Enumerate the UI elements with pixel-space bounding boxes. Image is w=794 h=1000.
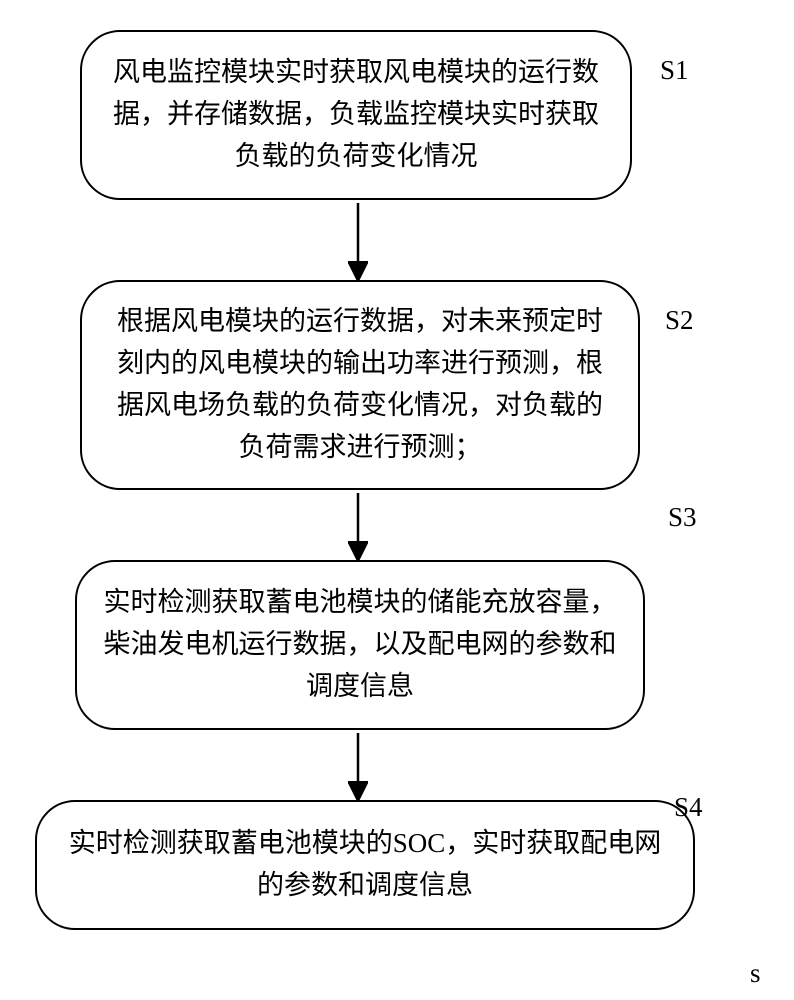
flow-arrows	[0, 0, 794, 1000]
flowchart-canvas: 风电监控模块实时获取风电模块的运行数据，并存储数据，负载监控模块实时获取负载的负…	[0, 0, 794, 1000]
